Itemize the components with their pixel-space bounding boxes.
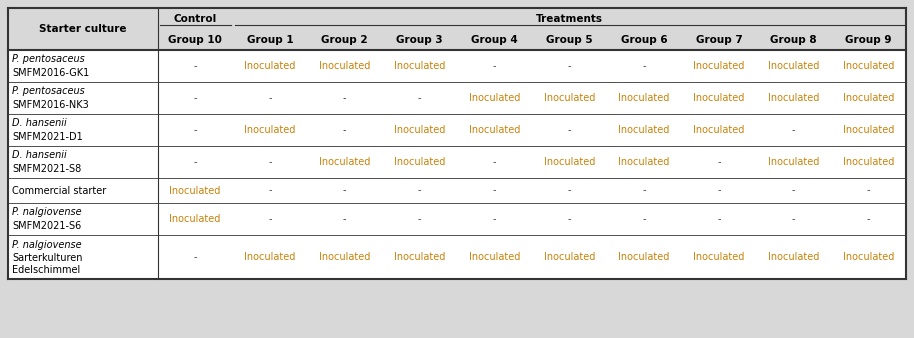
Text: Inoculated: Inoculated [843, 252, 894, 262]
Text: -: - [194, 252, 197, 262]
Text: Edelschimmel: Edelschimmel [12, 265, 80, 275]
Text: Group 6: Group 6 [621, 35, 667, 45]
Text: SMFM2016-NK3: SMFM2016-NK3 [12, 100, 89, 110]
Text: -: - [268, 157, 271, 167]
Text: D. hansenii: D. hansenii [12, 150, 67, 160]
Text: -: - [717, 214, 720, 224]
Text: -: - [343, 93, 346, 103]
Text: -: - [792, 186, 795, 195]
Text: -: - [866, 186, 870, 195]
Text: P. nalgiovense: P. nalgiovense [12, 207, 81, 217]
Text: Group 8: Group 8 [771, 35, 817, 45]
Text: Inoculated: Inoculated [319, 252, 370, 262]
Text: Commercial starter: Commercial starter [12, 186, 106, 195]
Text: Inoculated: Inoculated [693, 252, 745, 262]
Text: Group 10: Group 10 [168, 35, 222, 45]
Text: -: - [418, 186, 421, 195]
Text: P. pentosaceus: P. pentosaceus [12, 54, 85, 64]
Text: Inoculated: Inoculated [169, 214, 221, 224]
Text: P. nalgiovense: P. nalgiovense [12, 240, 81, 250]
Text: -: - [343, 125, 346, 135]
Text: Inoculated: Inoculated [319, 61, 370, 71]
Text: Inoculated: Inoculated [244, 252, 295, 262]
Text: Group 9: Group 9 [845, 35, 892, 45]
Text: Inoculated: Inoculated [469, 125, 520, 135]
Text: SMFM2021-S6: SMFM2021-S6 [12, 221, 81, 231]
Text: Inoculated: Inoculated [768, 157, 820, 167]
Text: -: - [568, 214, 571, 224]
Text: -: - [866, 214, 870, 224]
Text: SMFM2021-S8: SMFM2021-S8 [12, 164, 81, 174]
Text: -: - [568, 61, 571, 71]
Text: -: - [418, 93, 421, 103]
Text: Inoculated: Inoculated [394, 125, 445, 135]
Text: Inoculated: Inoculated [544, 157, 595, 167]
Text: -: - [643, 61, 646, 71]
Text: Inoculated: Inoculated [169, 186, 221, 195]
Text: D. hansenii: D. hansenii [12, 118, 67, 128]
Text: SMFM2016-GK1: SMFM2016-GK1 [12, 68, 90, 78]
Text: Inoculated: Inoculated [843, 93, 894, 103]
Text: -: - [194, 61, 197, 71]
Text: SMFM2021-D1: SMFM2021-D1 [12, 132, 83, 142]
Text: Inoculated: Inoculated [843, 125, 894, 135]
Text: Inoculated: Inoculated [244, 61, 295, 71]
Text: -: - [792, 214, 795, 224]
Text: -: - [792, 125, 795, 135]
Text: Treatments: Treatments [536, 14, 602, 24]
Text: Inoculated: Inoculated [469, 252, 520, 262]
Text: Control: Control [174, 14, 217, 24]
Text: -: - [493, 157, 496, 167]
Text: Starter culture: Starter culture [39, 24, 126, 34]
Text: -: - [493, 186, 496, 195]
Bar [8, 50, 906, 279]
Text: Inoculated: Inoculated [394, 61, 445, 71]
Text: Inoculated: Inoculated [693, 61, 745, 71]
Text: Group 1: Group 1 [247, 35, 293, 45]
Text: Group 3: Group 3 [397, 35, 443, 45]
Text: -: - [493, 61, 496, 71]
Text: Inoculated: Inoculated [619, 93, 670, 103]
Text: Inoculated: Inoculated [843, 157, 894, 167]
Text: -: - [643, 186, 646, 195]
Text: Group 7: Group 7 [696, 35, 742, 45]
Text: Inoculated: Inoculated [619, 157, 670, 167]
Text: Group 4: Group 4 [471, 35, 518, 45]
Text: Group 5: Group 5 [546, 35, 592, 45]
Text: -: - [568, 186, 571, 195]
Text: -: - [194, 157, 197, 167]
Text: -: - [268, 93, 271, 103]
Text: Inoculated: Inoculated [619, 252, 670, 262]
Text: -: - [717, 186, 720, 195]
Text: Inoculated: Inoculated [768, 252, 820, 262]
Text: Inoculated: Inoculated [319, 157, 370, 167]
Text: -: - [343, 214, 346, 224]
Text: Inoculated: Inoculated [768, 93, 820, 103]
Text: Inoculated: Inoculated [693, 93, 745, 103]
Text: Inoculated: Inoculated [469, 93, 520, 103]
Bar [8, 8, 906, 279]
Text: -: - [268, 186, 271, 195]
Text: Inoculated: Inoculated [544, 93, 595, 103]
Text: Inoculated: Inoculated [843, 61, 894, 71]
Text: -: - [418, 214, 421, 224]
Text: Inoculated: Inoculated [768, 61, 820, 71]
Text: -: - [343, 186, 346, 195]
Text: -: - [268, 214, 271, 224]
Text: -: - [194, 93, 197, 103]
Text: Inoculated: Inoculated [544, 252, 595, 262]
Text: -: - [493, 214, 496, 224]
Text: -: - [568, 125, 571, 135]
Text: Inoculated: Inoculated [244, 125, 295, 135]
Text: Inoculated: Inoculated [619, 125, 670, 135]
Text: Group 2: Group 2 [322, 35, 368, 45]
Text: -: - [717, 157, 720, 167]
Text: P. pentosaceus: P. pentosaceus [12, 86, 85, 96]
Text: Inoculated: Inoculated [693, 125, 745, 135]
Text: Sarterkulturen: Sarterkulturen [12, 252, 82, 263]
Text: -: - [643, 214, 646, 224]
Text: Inoculated: Inoculated [394, 157, 445, 167]
Text: -: - [194, 125, 197, 135]
Text: Inoculated: Inoculated [394, 252, 445, 262]
